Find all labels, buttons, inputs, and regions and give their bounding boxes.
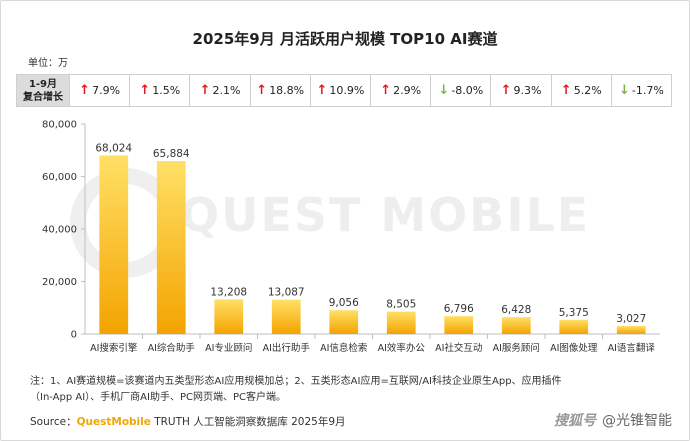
bar-value-label: 68,024	[95, 142, 132, 154]
bar	[501, 317, 531, 334]
y-tick-label: 20,000	[42, 277, 77, 288]
y-tick-label: 80,000	[42, 120, 77, 131]
arrow-up-icon: ↑	[380, 83, 392, 98]
source-brand: QuestMobile	[76, 416, 151, 428]
bar	[271, 299, 301, 334]
unit-label: 单位：万	[28, 58, 68, 69]
x-tick-label: AI搜索引擎	[90, 342, 138, 354]
publisher-stamp: 搜狐号 @光锥智能	[554, 410, 672, 430]
footnote-line1: 注：1、AI赛道规模=该赛道内五类型形态AI应用规模加总；2、五类形态AI应用=…	[30, 376, 562, 387]
growth-cell: ↑ 2.1%	[189, 75, 249, 106]
growth-header-line2: 复合增长	[23, 91, 63, 103]
bar	[559, 319, 589, 334]
growth-table: 1-9月 复合增长 ↑ 7.9% ↑ 1.5% ↑ 2.1% ↑ 18.8% ↑ 10.9% ↑ 2.…	[16, 74, 672, 107]
growth-value: 10.9%	[329, 84, 365, 97]
growth-cell: ↑ 1.5%	[129, 75, 189, 106]
y-tick-label: 60,000	[42, 172, 77, 183]
bar-value-label: 65,884	[153, 148, 190, 160]
arrow-up-icon: ↑	[139, 83, 151, 98]
growth-value: 2.9%	[393, 84, 422, 97]
growth-value: -8.0%	[451, 84, 484, 97]
x-tick-label: AI社交互动	[435, 342, 482, 354]
bar-value-label: 6,428	[501, 304, 531, 316]
growth-cell: ↓ -1.7%	[610, 75, 671, 106]
bar	[156, 161, 186, 334]
bar	[214, 299, 244, 334]
bar-value-label: 13,087	[268, 287, 305, 299]
chart-title: 2025年9月 月活跃用户规模 TOP10 AI赛道	[192, 30, 498, 48]
arrow-up-icon: ↑	[316, 83, 328, 98]
bar-value-label: 13,208	[210, 286, 247, 298]
bar	[99, 155, 129, 334]
bar	[444, 316, 474, 334]
bar	[386, 311, 416, 334]
arrow-up-icon: ↑	[500, 83, 512, 98]
growth-cell: ↑ 7.9%	[69, 75, 129, 106]
growth-value: 5.2%	[573, 84, 602, 97]
growth-value: 7.9%	[92, 84, 121, 97]
growth-value: 2.1%	[212, 84, 241, 97]
arrow-down-icon: ↓	[438, 83, 450, 98]
growth-value: -1.7%	[631, 84, 664, 97]
bar	[616, 326, 646, 334]
platform-mark: 搜狐号	[554, 413, 596, 429]
y-tick-label: 0	[71, 330, 77, 341]
growth-cells: ↑ 7.9% ↑ 1.5% ↑ 2.1% ↑ 18.8% ↑ 10.9% ↑ 2.9% ↓ -8.0% ↑ 9…	[69, 75, 671, 106]
x-tick-label: AI出行助手	[263, 342, 311, 354]
growth-cell: ↑ 10.9%	[309, 75, 370, 106]
growth-cell: ↑ 2.9%	[370, 75, 430, 106]
bar-value-label: 9,056	[329, 297, 359, 309]
arrow-down-icon: ↓	[619, 83, 630, 98]
footnote-line2: （In-App AI）、手机厂商AI助手、PC网页端、PC客户端。	[30, 392, 286, 403]
arrow-up-icon: ↑	[256, 83, 268, 98]
bar	[329, 310, 359, 334]
source-prefix: Source：	[30, 416, 77, 428]
arrow-up-icon: ↑	[79, 83, 91, 98]
y-tick-label: 40,000	[42, 225, 77, 236]
x-tick-label: AI图像处理	[550, 342, 598, 354]
growth-value: 18.8%	[269, 84, 305, 97]
x-tick-label: AI语言翻译	[608, 342, 656, 354]
bar-value-label: 8,505	[386, 299, 416, 311]
source-line: Source：QuestMobile TRUTH 人工智能洞察数据库 2025年…	[30, 414, 346, 429]
x-tick-label: AI专业顾问	[205, 342, 252, 354]
account-name: @光锥智能	[602, 413, 672, 429]
bar-value-label: 3,027	[616, 313, 646, 325]
growth-cell: ↓ -8.0%	[430, 75, 490, 106]
x-tick-label: AI效率办公	[378, 342, 426, 354]
growth-header-line1: 1-9月	[28, 78, 58, 90]
growth-cell: ↑ 18.8%	[249, 75, 310, 106]
growth-row-header: 1-9月 复合增长	[17, 75, 69, 106]
bar-value-label: 6,796	[444, 303, 474, 315]
x-tick-label: AI信息检索	[320, 342, 367, 354]
growth-value: 9.3%	[513, 84, 542, 97]
growth-cell: ↑ 5.2%	[550, 75, 611, 106]
x-tick-label: AI服务顾问	[493, 342, 540, 354]
x-tick-label: AI综合助手	[148, 342, 196, 354]
growth-value: 1.5%	[152, 84, 181, 97]
source-rest: TRUTH 人工智能洞察数据库 2025年9月	[150, 416, 346, 428]
growth-cell: ↑ 9.3%	[490, 75, 550, 106]
bar-value-label: 5,375	[559, 307, 589, 319]
footnote: 注：1、AI赛道规模=该赛道内五类型形态AI应用规模加总；2、五类形态AI应用=…	[30, 374, 670, 406]
arrow-up-icon: ↑	[199, 83, 211, 98]
arrow-up-icon: ↑	[560, 83, 572, 98]
